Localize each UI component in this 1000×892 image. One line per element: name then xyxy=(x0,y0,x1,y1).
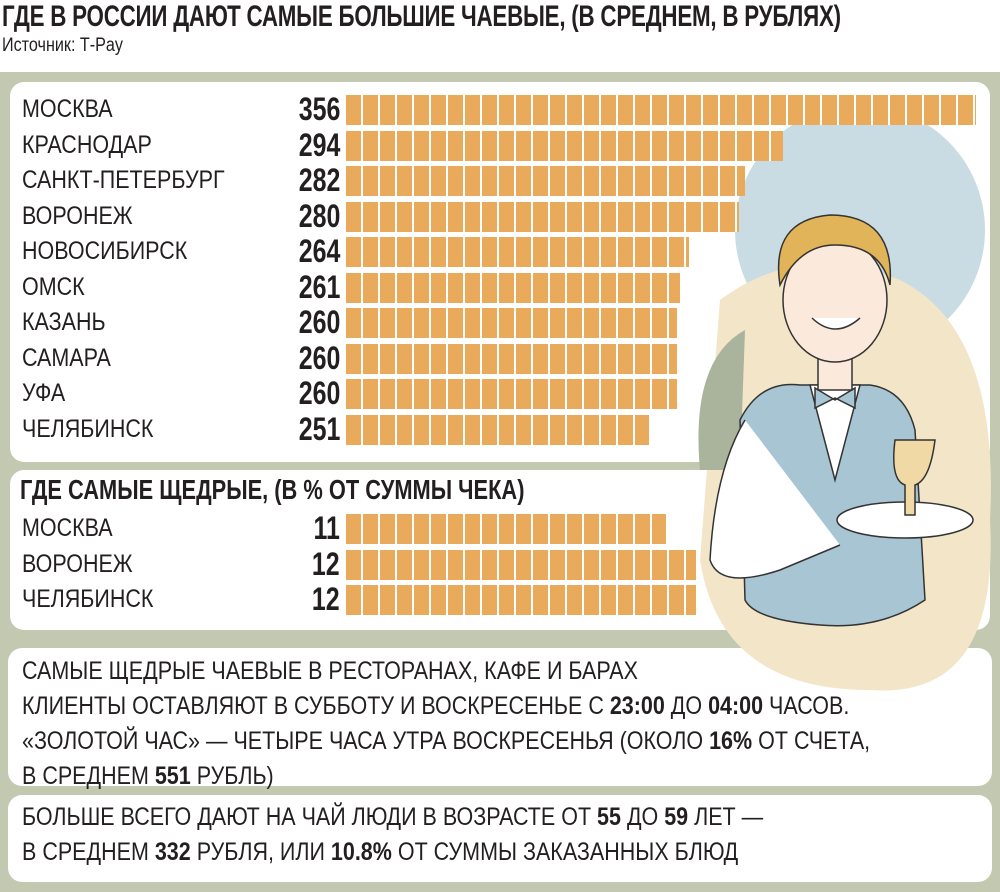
bar-label: КАЗАНЬ xyxy=(22,308,106,336)
note-line: «ЗОЛОТОЙ ЧАС» — ЧЕТЫРЕ ЧАСА УТРА ВОСКРЕС… xyxy=(22,724,870,759)
note-text: ЧАСОВ. xyxy=(763,692,850,720)
bar xyxy=(346,414,649,445)
bar-label: МОСКВА xyxy=(22,514,113,542)
bar xyxy=(346,343,677,374)
note-highlight: 04:00 xyxy=(708,692,764,720)
bar xyxy=(346,585,696,615)
note-text: РУБЛЬ) xyxy=(190,762,274,790)
note-line: БОЛЬШЕ ВСЕГО ДАЮТ НА ЧАЙ ЛЮДИ В ВОЗРАСТЕ… xyxy=(22,800,763,835)
bar-value: 282 xyxy=(298,162,340,198)
note-text: РУБЛЯ, ИЛИ xyxy=(190,838,331,866)
bar xyxy=(346,514,667,544)
hair xyxy=(777,214,892,288)
note-text: «ЗОЛОТОЙ ЧАС» — ЧЕТЫРЕ ЧАСА УТРА ВОСКРЕС… xyxy=(22,727,710,755)
bar xyxy=(346,95,977,125)
bar-value: 12 xyxy=(312,545,340,582)
chart-title: ГДЕ В РОССИИ ДАЮТ САМЫЕ БОЛЬШИЕ ЧАЕВЫЕ, … xyxy=(2,0,841,33)
note-line: САМЫЕ ЩЕДРЫЕ ЧАЕВЫЕ В РЕСТОРАНАХ, КАФЕ И… xyxy=(22,654,638,689)
bar-label: ОМСК xyxy=(22,272,85,301)
green-blob xyxy=(698,330,745,470)
bar-value: 261 xyxy=(298,268,340,305)
percent-chart-title: ГДЕ САМЫЕ ЩЕДРЫЕ, (В % ОТ СУММЫ ЧЕКА) xyxy=(20,474,525,505)
note-text: В СРЕДНЕМ xyxy=(22,838,155,866)
bar-label: МОСКВА xyxy=(22,95,113,123)
bar-label: САМАРА xyxy=(22,343,111,372)
note-line: В СРЕДНЕМ 332 РУБЛЯ, ИЛИ 10.8% ОТ СУММЫ … xyxy=(22,835,738,870)
note-highlight: 55 xyxy=(597,803,621,831)
note-highlight: 10.8% xyxy=(330,838,392,866)
note-text: САМЫЕ ЩЕДРЫЕ ЧАЕВЫЕ В РЕСТОРАНАХ, КАФЕ И… xyxy=(22,657,638,685)
bar xyxy=(346,237,690,267)
bar xyxy=(346,201,740,232)
bar xyxy=(346,549,696,580)
note-text: ОТ СУММЫ ЗАКАЗАННЫХ БЛЮД xyxy=(391,838,739,866)
note-highlight: 332 xyxy=(154,838,191,866)
note-line: В СРЕДНЕМ 551 РУБЛЬ) xyxy=(22,759,274,794)
bar-value: 12 xyxy=(312,581,340,617)
bar-value: 251 xyxy=(298,410,340,447)
bar-label: НОВОСИБИРСК xyxy=(22,237,188,265)
bar-value: 280 xyxy=(298,197,340,234)
bar-value: 260 xyxy=(298,375,340,411)
bar-value: 260 xyxy=(298,339,340,376)
bar-label: УФА xyxy=(22,379,66,407)
bar-value: 11 xyxy=(313,510,340,546)
bar-value: 356 xyxy=(298,91,340,127)
bar xyxy=(346,308,677,338)
source-note: Источник: Т-Pay xyxy=(2,35,123,56)
note-text: ДО xyxy=(620,803,665,831)
bar-label: ЧЕЛЯБИНСК xyxy=(22,414,154,443)
bar xyxy=(346,379,677,409)
note-highlight: 551 xyxy=(154,762,191,790)
bar-label: ЧЕЛЯБИНСК xyxy=(22,585,154,613)
wine-glass xyxy=(893,439,936,516)
note-text: КЛИЕНТЫ ОСТАВЛЯЮТ В СУББОТУ И ВОСКРЕСЕНЬ… xyxy=(22,692,610,720)
bow-tie xyxy=(814,386,856,410)
note-highlight: 23:00 xyxy=(609,692,665,720)
bar-value: 264 xyxy=(298,233,340,269)
smile xyxy=(811,317,861,330)
arm xyxy=(709,419,841,579)
bar-label: ВОРОНЕЖ xyxy=(22,549,133,578)
bar-label: ВОРОНЕЖ xyxy=(22,201,133,230)
note-text: ДО xyxy=(664,692,709,720)
bar-value: 294 xyxy=(298,126,340,163)
note-highlight: 16% xyxy=(709,727,753,755)
note-line: КЛИЕНТЫ ОСТАВЛЯЮТ В СУББОТУ И ВОСКРЕСЕНЬ… xyxy=(22,689,849,724)
note-text: ОТ СЧЕТА, xyxy=(752,727,871,755)
bar-value: 260 xyxy=(298,304,340,340)
note-text: БОЛЬШЕ ВСЕГО ДАЮТ НА ЧАЙ ЛЮДИ В ВОЗРАСТЕ… xyxy=(22,803,598,831)
bar xyxy=(346,166,746,196)
bar-label: КРАСНОДАР xyxy=(22,130,152,159)
bar xyxy=(346,130,783,161)
note-text: В СРЕДНЕМ xyxy=(22,762,155,790)
bar-label: САНКТ-ПЕТЕРБУРГ xyxy=(22,166,225,194)
note-text: ЛЕТ — xyxy=(688,803,764,831)
note-highlight: 59 xyxy=(664,803,689,831)
note-box-age xyxy=(8,795,992,882)
bar xyxy=(346,272,680,303)
